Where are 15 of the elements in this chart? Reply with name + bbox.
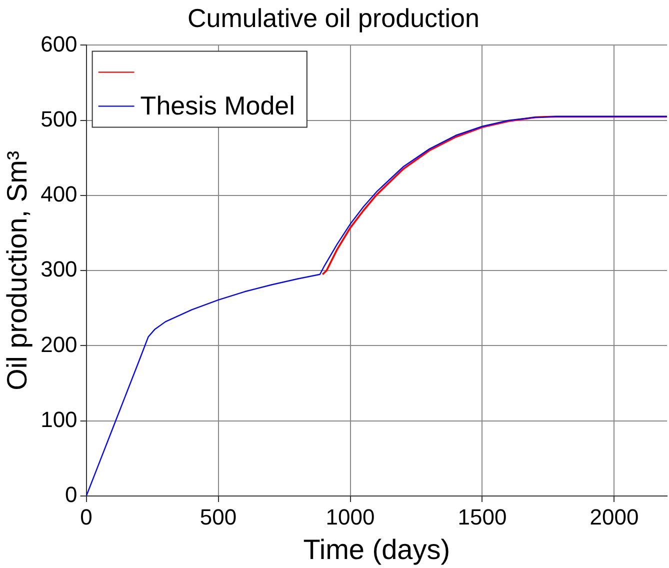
y-tick-label: 200 — [40, 332, 78, 357]
x-tick-label: 1500 — [458, 504, 507, 530]
chart-title: Cumulative oil production — [188, 2, 480, 33]
y-axis-title: Oil production, Sm³ — [2, 150, 33, 390]
y-tick-label: 0 — [65, 482, 78, 508]
x-tick-label: 1000 — [326, 504, 375, 530]
y-tick-label: 300 — [40, 256, 78, 282]
y-tick-label: 100 — [40, 406, 78, 432]
x-tick-label: 500 — [200, 504, 237, 530]
y-tick-label: 500 — [40, 106, 78, 132]
x-tick-label: 2000 — [590, 504, 639, 530]
y-tick-label: 400 — [40, 182, 78, 207]
x-axis-title: Time (days) — [303, 534, 450, 565]
legend-label: Thesis Model — [140, 90, 295, 120]
y-tick-label: 600 — [40, 31, 78, 56]
